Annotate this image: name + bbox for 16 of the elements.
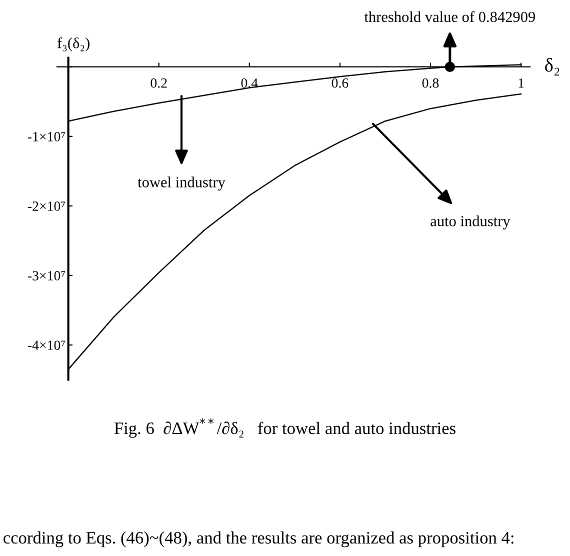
- y-tick-label: -3×10⁷: [28, 271, 65, 280]
- y-axis-title: f₃(δ₂): [57, 37, 90, 52]
- annotation: threshold value of 0.842909: [364, 11, 536, 22]
- x-tick-label: 1: [518, 78, 524, 88]
- x-tick-label: 0.8: [422, 78, 439, 88]
- y-tick-label: -2×10⁷: [28, 202, 65, 211]
- caption: Fig. 6 ∂ΔW$^{**}$/∂δ₂ for towel and auto industries: [114, 418, 456, 438]
- annotation: towel industry: [138, 176, 226, 191]
- x-tick-label: 0.6: [332, 78, 348, 88]
- y-tick-label: -4×10⁷: [28, 340, 65, 350]
- y-tick-label: -1×10⁷: [28, 132, 65, 142]
- x-axis-title: δ₂: [545, 58, 560, 76]
- x-tick-label: 0.2: [150, 78, 167, 88]
- annotation: auto industry: [430, 216, 510, 230]
- text: ccording to Eqs. (46)~(48), and the results are organized as proposition 4:: [4, 531, 514, 548]
- x-tick-label: 0.4: [241, 78, 258, 88]
